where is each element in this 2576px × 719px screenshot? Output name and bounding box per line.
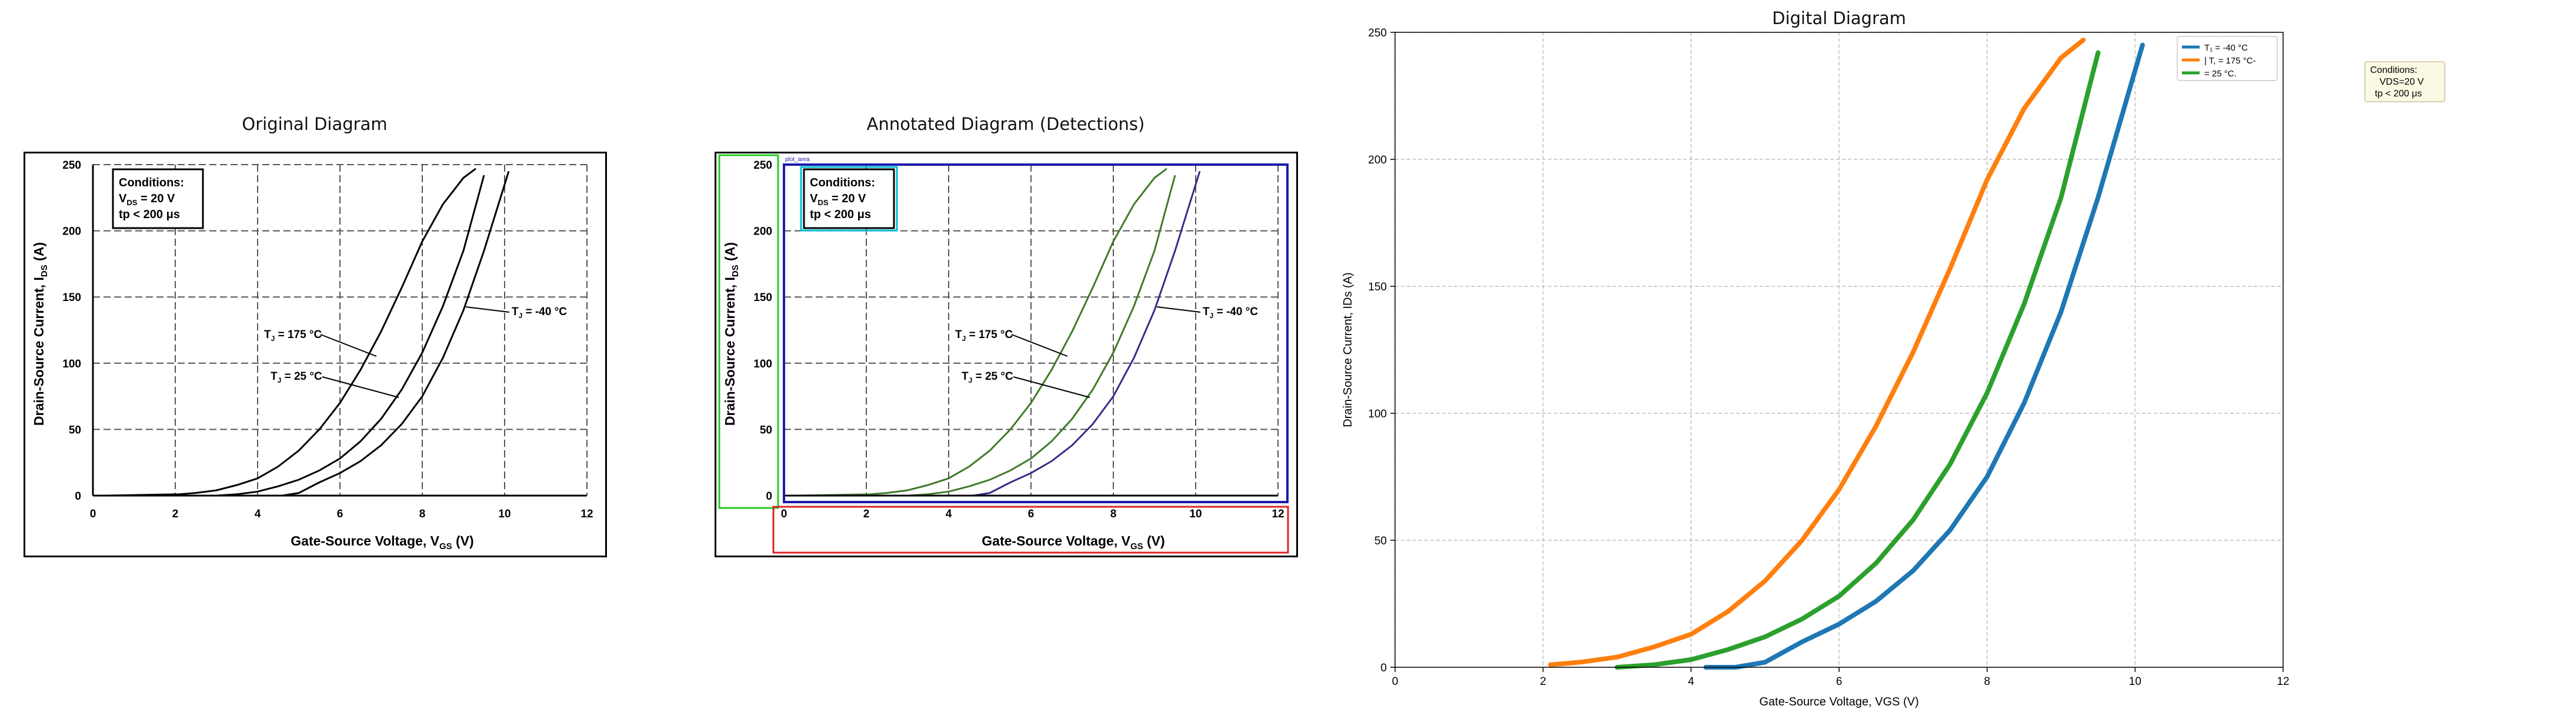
detection-x-axis-box: [772, 506, 1289, 554]
original-diagram: 0 2 4 6 8 10 12 0 50 100 150 200 250 Conditions: VDS…: [24, 152, 607, 557]
y-tick-label: 0: [75, 490, 81, 503]
annotated-curve-labels: TJ = 175 °C TJ = 25 °C TJ = -40 °C: [955, 306, 1258, 398]
annotated-diagram: 0 2 4 6 8 10 12 0 50 100 150 200 250 Conditions: VDS…: [715, 152, 1298, 557]
original-curve-labels: TJ = 175 °C TJ = 25 °C TJ = -40 °C: [264, 306, 567, 398]
annotated-label-tj-175: TJ = 175 °C: [955, 329, 1013, 343]
series-line: [1703, 42, 2145, 670]
series-line: [796, 168, 1167, 497]
detection-y-axis-box: [718, 154, 779, 509]
y-tick-label: 100: [62, 358, 81, 370]
y-axis-label: Drain-Source Current, IDs (A): [1342, 272, 1354, 427]
legend-label: = 25 °C.: [2204, 69, 2237, 79]
y-tick-label: 200: [1368, 154, 1387, 166]
x-tick-label: 6: [1836, 675, 1843, 688]
detection-plot-area-tag: plot_area: [785, 156, 810, 163]
annotated-x-axis-label: Gate-Source Voltage, VGS (V): [982, 533, 1164, 551]
chart-title: Digital Diagram: [1772, 8, 1906, 28]
x-tick-label: 2: [1540, 675, 1546, 688]
original-x-axis-label: Gate-Source Voltage, VGS (V): [291, 533, 473, 551]
label-tj-m40: TJ = -40 °C: [512, 306, 567, 320]
digital-series: [1548, 38, 2145, 670]
x-tick-label: 0: [90, 508, 96, 520]
conditions-tp: tp < 200 μs: [119, 208, 180, 221]
annotated-conditions-box: Conditions: VDS = 20 V tp < 200 μs: [800, 166, 898, 232]
x-tick-label: 10: [1189, 508, 1202, 520]
x-tick-label: 8: [1110, 508, 1117, 520]
y-tick-label: 50: [760, 424, 772, 436]
x-tick-label: 6: [337, 508, 343, 520]
x-tick-label: 0: [781, 508, 788, 520]
x-tick-label: 4: [946, 508, 952, 520]
y-tick-label: 200: [753, 226, 772, 238]
x-tick-label: 12: [2277, 675, 2289, 688]
y-tick-label: 50: [1374, 535, 1387, 547]
original-y-axis-label: Drain-Source Current, IDS (A): [31, 242, 49, 426]
detection-plot-area-box: [783, 163, 1289, 503]
annotated-conditions-tp: tp < 200 μs: [810, 208, 871, 221]
x-tick-label: 0: [1392, 675, 1399, 688]
series-line: [833, 175, 1176, 497]
x-tick-label: 12: [1272, 508, 1284, 520]
annotated-label-tj-25: TJ = 25 °C: [962, 370, 1013, 384]
annotated-conditions-title: Conditions:: [810, 176, 875, 189]
original-axes: 0 2 4 6 8 10 12 0 50 100 150 200 250: [62, 159, 593, 520]
annotated-conditions-vds: VDS = 20 V: [810, 192, 866, 207]
y-tick-label: 150: [1368, 281, 1387, 293]
panel-title-original: Original Diagram: [242, 114, 388, 134]
label-tj-25: TJ = 25 °C: [271, 370, 322, 384]
legend-label: | T, = 175 °C-: [2204, 56, 2256, 66]
series-line: [142, 175, 485, 497]
panel-title-annotated: Annotated Diagram (Detections): [866, 114, 1145, 134]
x-tick-label: 8: [419, 508, 426, 520]
y-tick-label: 250: [1368, 27, 1387, 39]
y-tick-label: 250: [753, 159, 772, 172]
conditions-title: Conditions:: [119, 176, 184, 189]
x-tick-label: 2: [172, 508, 179, 520]
digital-conditions-vds: VDS=20 V: [2380, 77, 2424, 87]
digital-grid: [1394, 32, 2284, 668]
series-line: [1548, 38, 2086, 667]
y-tick-label: 200: [62, 226, 81, 238]
digital-conditions-title: Conditions:: [2370, 65, 2417, 75]
y-tick-label: 100: [753, 358, 772, 370]
x-tick-label: 4: [1688, 675, 1694, 688]
y-tick-label: 150: [62, 292, 81, 304]
y-tick-label: 50: [69, 424, 81, 436]
digital-conditions-box: Conditions: VDS=20 V tp < 200 μs: [2364, 61, 2445, 102]
digital-chart: 0 2 4 6 8 10 12 0 50 100 150 200 250 Gate-Source Vol…: [1342, 27, 2290, 708]
label-tj-175: TJ = 175 °C: [264, 329, 322, 343]
x-tick-label: 10: [2129, 675, 2141, 688]
x-tick-label: 8: [1984, 675, 1990, 688]
series-line: [105, 168, 476, 497]
series-line: [1614, 50, 2101, 670]
y-tick-label: 0: [1380, 662, 1387, 674]
x-tick-label: 6: [1028, 508, 1035, 520]
x-tick-label: 4: [255, 508, 261, 520]
annotated-label-tj-m40: TJ = -40 °C: [1203, 306, 1258, 320]
legend-label: T₁ = -40 °C: [2204, 43, 2248, 53]
y-tick-label: 0: [766, 490, 772, 503]
y-tick-label: 250: [62, 159, 81, 172]
x-axis-label: Gate-Source Voltage, VGS (V): [1759, 695, 1918, 708]
conditions-vds: VDS = 20 V: [119, 192, 175, 207]
legend: T₁ = -40 °C | T, = 175 °C- = 25 °C.: [2177, 36, 2278, 81]
x-tick-label: 10: [498, 508, 510, 520]
digital-conditions-tp: tp < 200 μs: [2375, 89, 2422, 99]
y-tick-label: 100: [1368, 408, 1387, 420]
x-tick-label: 12: [580, 508, 593, 520]
digital-axes: 0 2 4 6 8 10 12 0 50 100 150 200 250: [1368, 27, 2289, 688]
y-tick-label: 150: [753, 292, 772, 304]
annotated-y-axis-label: Drain-Source Current, IDS (A): [722, 242, 740, 426]
x-tick-label: 2: [863, 508, 870, 520]
original-conditions-box: Conditions: VDS = 20 V tp < 200 μs: [112, 168, 204, 229]
